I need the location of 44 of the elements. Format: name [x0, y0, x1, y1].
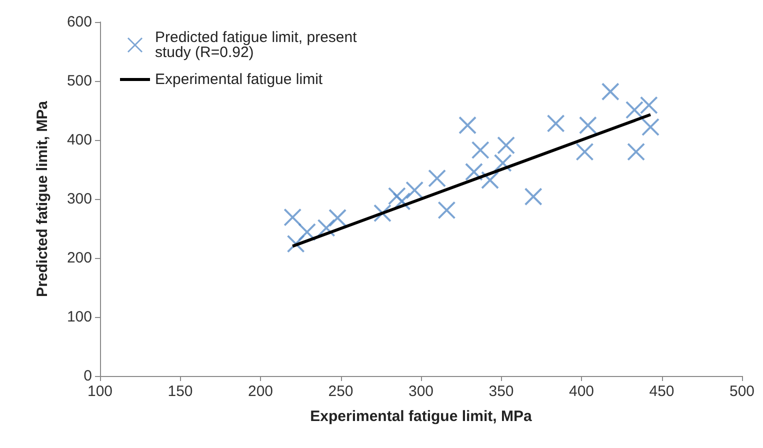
- point: [317, 218, 336, 237]
- y-tick-label: 300: [66, 190, 92, 208]
- y-tick-label: 400: [66, 132, 92, 148]
- point: [546, 114, 565, 132]
- point: [286, 234, 305, 253]
- x-tick-label: 250: [328, 383, 354, 400]
- point: [458, 116, 477, 134]
- point: [406, 181, 424, 200]
- point: [464, 162, 483, 181]
- point: [471, 141, 490, 160]
- point: [284, 208, 302, 226]
- point: [428, 169, 446, 188]
- point: [481, 171, 500, 190]
- point: [373, 204, 392, 222]
- point: [388, 187, 406, 206]
- x-tick-label: 400: [568, 383, 594, 400]
- legend-label: Experimental fatigue limit: [155, 71, 324, 88]
- point: [576, 142, 594, 161]
- point: [392, 192, 411, 210]
- y-tick-label: 600: [66, 14, 92, 30]
- point: [625, 100, 644, 119]
- x-tick-label: 300: [408, 383, 434, 400]
- point: [601, 82, 620, 101]
- point: [328, 208, 347, 227]
- point: [578, 116, 597, 134]
- y-tick-label: 100: [66, 308, 92, 326]
- y-tick-label: 200: [66, 250, 92, 266]
- point: [640, 96, 658, 114]
- x-tick-label: 350: [488, 383, 514, 400]
- x-tick-label: 150: [168, 383, 193, 400]
- point: [627, 142, 646, 161]
- x-axis-title: Experimental fatigue limit, MPa: [310, 408, 533, 425]
- x-tick-label: 450: [649, 383, 674, 400]
- point: [438, 201, 456, 220]
- point: [642, 118, 660, 136]
- x-tick-label: 500: [729, 383, 755, 400]
- x-tick-label: 200: [248, 383, 274, 400]
- y-tick-label: 0: [84, 368, 92, 384]
- point: [298, 223, 316, 242]
- y-axis-title: Predicted fatigue limit, MPa: [34, 100, 51, 297]
- point: [524, 188, 542, 206]
- legend-label: Predicted fatigue limit, present study (R=0.92): [155, 29, 361, 61]
- y-tick-label: 500: [66, 72, 92, 90]
- x-tick-label: 100: [87, 383, 113, 400]
